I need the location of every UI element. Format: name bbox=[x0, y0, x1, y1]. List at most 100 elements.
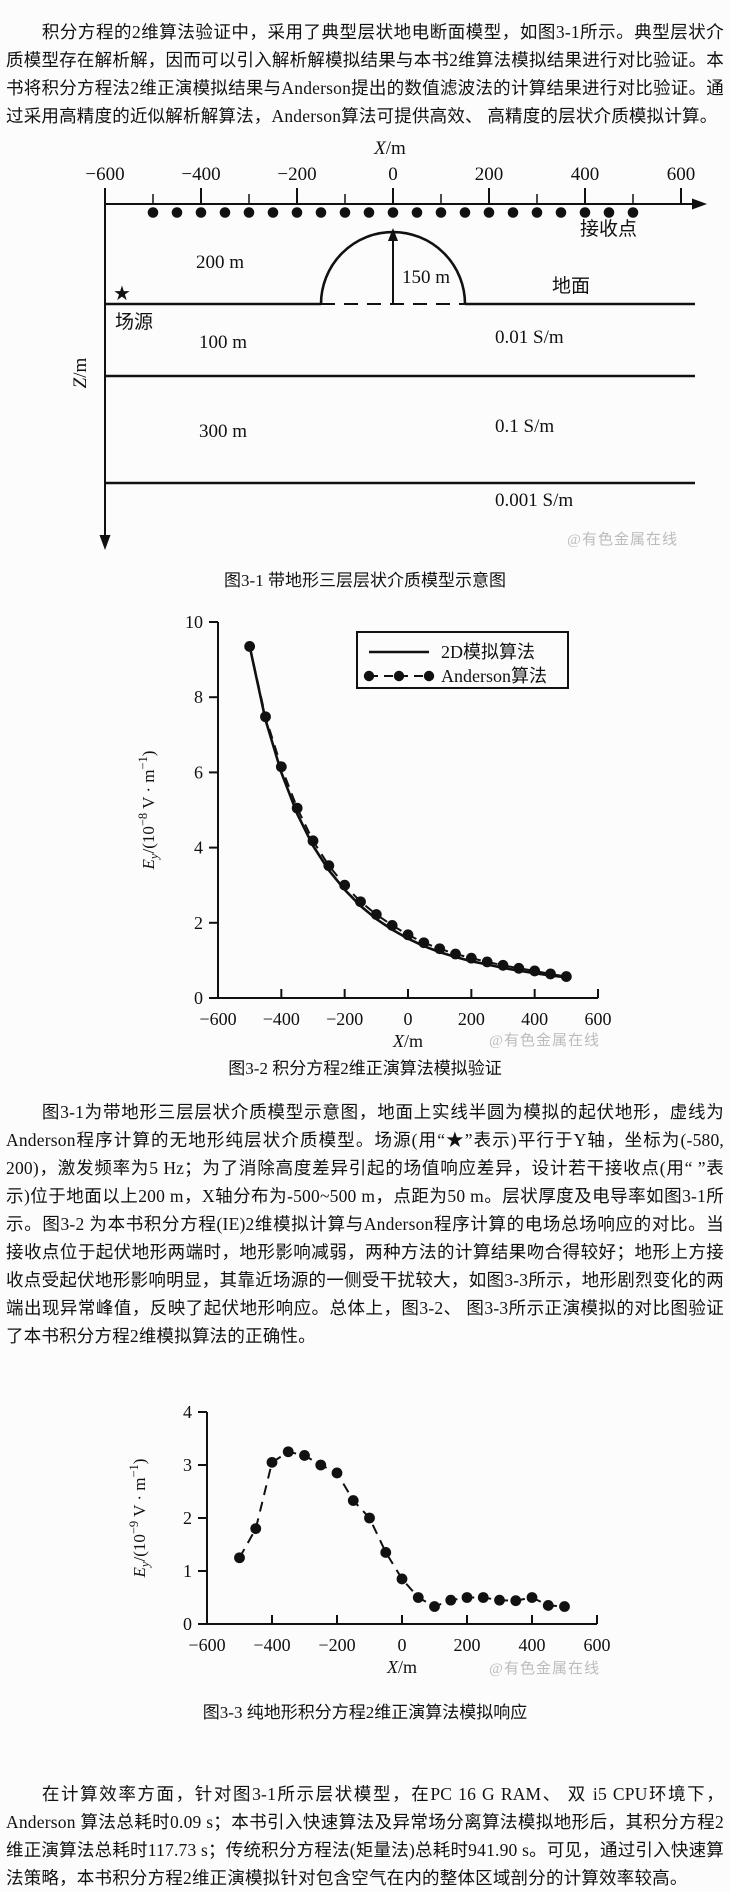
data-point bbox=[494, 1594, 505, 1606]
data-point bbox=[347, 1495, 359, 1506]
data-point bbox=[282, 1446, 294, 1458]
fig1-x-tick-label: 0 bbox=[388, 164, 398, 185]
fig1-source-star-icon: ★ bbox=[113, 283, 131, 305]
data-point bbox=[510, 1595, 522, 1607]
figure-3-3-caption: 图3-3 纯地形积分方程2维正演算法模拟响应 bbox=[202, 1703, 528, 1722]
receiver-dot bbox=[315, 207, 327, 218]
receiver-dot bbox=[171, 207, 183, 218]
receiver-dot bbox=[243, 207, 255, 218]
data-point bbox=[323, 860, 335, 872]
fig1-layer3-conductivity: 0.001 S/m bbox=[495, 490, 573, 511]
receiver-dot bbox=[411, 207, 423, 218]
data-point bbox=[429, 1601, 440, 1612]
receiver-dot bbox=[555, 207, 567, 218]
fig1-x-tick-label: 200 bbox=[475, 164, 504, 185]
data-point bbox=[355, 896, 366, 908]
data-point bbox=[529, 965, 541, 977]
x-tick-label: 0 bbox=[398, 1635, 407, 1655]
fig1-z-axis-arrow bbox=[99, 535, 111, 550]
fig1-x-tick-label: −600 bbox=[85, 164, 124, 185]
data-point bbox=[445, 1594, 457, 1606]
y-tick-label: 10 bbox=[185, 612, 203, 632]
x-tick-label: 200 bbox=[458, 1009, 485, 1029]
y-tick-label: 0 bbox=[194, 988, 203, 1008]
figure-3-1: X/m −600 −400 −200 0 200 400 600 接收点 Z/m 150 m… bbox=[0, 136, 730, 556]
y-tick-label: 2 bbox=[194, 913, 203, 933]
data-point bbox=[465, 952, 477, 964]
data-point bbox=[461, 1592, 473, 1603]
data-point bbox=[559, 1601, 570, 1612]
x-tick-label: −600 bbox=[188, 1635, 225, 1655]
receiver-dot bbox=[531, 207, 543, 218]
data-point bbox=[450, 948, 461, 960]
y-tick-label: 6 bbox=[194, 762, 203, 782]
data-point bbox=[250, 1523, 262, 1534]
document-page: { "page": { "watermark": "@有色金属在线" }, "p… bbox=[6, 22, 724, 1888]
receiver-dot bbox=[147, 207, 159, 218]
data-point bbox=[542, 1600, 554, 1611]
data-point bbox=[339, 879, 351, 891]
x-tick-label: 400 bbox=[519, 1635, 546, 1655]
data-point bbox=[244, 641, 256, 652]
paragraph-2: 图3-1为带地形三层层状介质模型示意图，地面上实线半圆为模拟的起伏地形，虚线为A… bbox=[6, 1102, 724, 1346]
fig1-air-height-label: 200 m bbox=[196, 252, 244, 273]
fig1-layer2-conductivity: 0.1 S/m bbox=[495, 416, 554, 437]
x-tick-label: 600 bbox=[584, 1635, 611, 1655]
legend-box bbox=[356, 631, 569, 689]
data-point bbox=[418, 937, 430, 949]
y-tick-label: 4 bbox=[183, 1402, 192, 1422]
data-point bbox=[234, 1552, 245, 1564]
fig1-ground-label: 地面 bbox=[552, 275, 590, 297]
data-point bbox=[513, 962, 525, 974]
data-point bbox=[266, 1456, 278, 1468]
receiver-dot bbox=[507, 207, 519, 218]
x-tick-label: 200 bbox=[454, 1635, 481, 1655]
receiver-dot bbox=[267, 207, 279, 218]
y-tick-label: 3 bbox=[183, 1455, 192, 1475]
fig1-hill-height-label: 150 m bbox=[402, 267, 450, 288]
data-point bbox=[291, 802, 303, 814]
series-dashed-line bbox=[238, 1450, 565, 1608]
data-point bbox=[331, 1467, 343, 1479]
receiver-dot bbox=[459, 207, 471, 218]
x-tick-label: −400 bbox=[253, 1635, 290, 1655]
data-point bbox=[477, 1592, 489, 1603]
x-tick-label: −200 bbox=[326, 1009, 363, 1029]
data-point bbox=[434, 943, 446, 955]
fig1-x-tick-label: 600 bbox=[667, 164, 696, 185]
fig1-receiver-dots bbox=[147, 207, 639, 218]
axis-label: Ey/(10−9 V · m−1) bbox=[127, 1459, 152, 1579]
data-point bbox=[307, 835, 319, 847]
data-point bbox=[364, 1512, 375, 1524]
data-point bbox=[260, 711, 271, 723]
y-tick-label: 1 bbox=[183, 1561, 192, 1581]
fig1-x-axis-title: X/m bbox=[373, 138, 406, 159]
fig1-source-label: 场源 bbox=[115, 311, 153, 333]
axis-label: Ey/(10−8 V · m−1) bbox=[136, 751, 161, 871]
legend-dot bbox=[423, 670, 435, 682]
fig1-x-axis-arrow bbox=[692, 198, 707, 210]
axis-label: X/m bbox=[392, 1031, 423, 1051]
figure-3-1-caption: 图3-1 带地形三层层状介质模型示意图 bbox=[224, 571, 506, 590]
paragraph-1: 积分方程的2维算法验证中，采用了典型层状地电断面模型，如图3-1所示。典型层状介… bbox=[6, 22, 724, 126]
x-tick-label: 0 bbox=[404, 1009, 413, 1029]
receiver-dot bbox=[219, 207, 231, 218]
fig1-receivers-label: 接收点 bbox=[580, 218, 637, 240]
legend-label: 2D模拟算法 bbox=[441, 642, 535, 662]
y-tick-label: 2 bbox=[183, 1508, 192, 1528]
fig1-x-tick-label: 400 bbox=[571, 164, 600, 185]
data-point bbox=[315, 1459, 327, 1471]
x-tick-label: 400 bbox=[521, 1009, 548, 1029]
fig2-line-chart: 0 2 4 6 8 10 −600 −400 −200 0 200 400 600 X/m Ey/(10−8… bbox=[136, 612, 612, 1051]
fig1-x-tick-label: −200 bbox=[277, 164, 316, 185]
x-tick-label: 600 bbox=[585, 1009, 612, 1029]
data-point bbox=[299, 1450, 310, 1461]
receiver-dot bbox=[627, 207, 639, 218]
data-point bbox=[526, 1592, 538, 1603]
receiver-dot bbox=[339, 207, 351, 218]
data-point bbox=[545, 968, 556, 980]
data-point bbox=[560, 971, 572, 982]
axis-label: X/m bbox=[386, 1657, 417, 1677]
receiver-dot bbox=[435, 207, 447, 218]
